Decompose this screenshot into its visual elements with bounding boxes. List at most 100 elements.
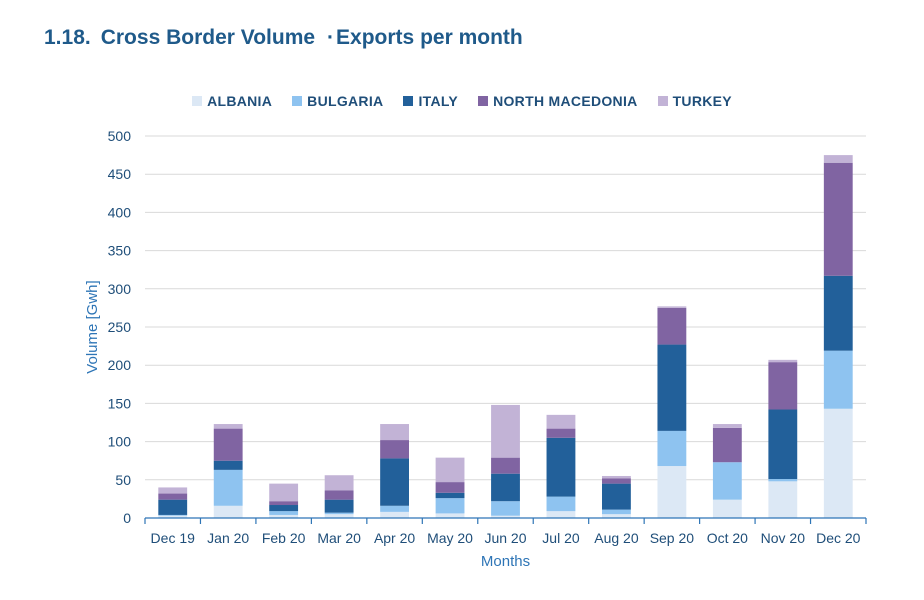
y-tick-label: 350: [108, 243, 132, 259]
bar-segment-north-macedonia: [269, 501, 299, 506]
bar-segment-albania: [324, 514, 354, 518]
bar-segment-turkey: [768, 359, 798, 363]
legend-item: TURKEY: [657, 93, 732, 109]
bar-segment-bulgaria: [435, 498, 465, 514]
bar-segment-italy: [158, 499, 188, 515]
bar-segment-north-macedonia: [158, 493, 188, 500]
bar-segment-north-macedonia: [213, 428, 243, 461]
legend-swatch: [478, 96, 489, 106]
bar-segment-bulgaria: [380, 505, 409, 512]
y-tick-label: 0: [123, 510, 131, 526]
title-separator: ·: [327, 26, 335, 49]
x-tick-label: Oct 20: [707, 530, 748, 546]
bar-segment-italy: [213, 460, 243, 470]
bar-segment-bulgaria: [712, 462, 742, 500]
bar-segment-albania: [657, 466, 687, 518]
x-axis-title: Months: [481, 553, 530, 570]
legend-label: ALBANIA: [207, 93, 273, 109]
title-main: Cross Border Volume: [100, 26, 316, 49]
section-number: 1.18.: [44, 26, 91, 49]
y-tick-label: 500: [108, 128, 132, 144]
bar-segment-albania: [491, 515, 520, 518]
x-tick-label: Dec 19: [151, 530, 196, 546]
x-tick-label: Sep 20: [650, 530, 695, 546]
bar-segment-bulgaria: [657, 430, 687, 467]
bar-segment-albania: [768, 481, 798, 518]
x-tick-label: Apr 20: [374, 530, 415, 546]
legend-item: ALBANIA: [192, 93, 272, 109]
bar-segment-italy: [823, 275, 853, 351]
y-tick-label: 100: [108, 434, 132, 450]
bar-segment-albania: [712, 499, 742, 518]
bar-segment-italy: [546, 437, 576, 497]
y-tick-label: 300: [108, 281, 132, 297]
legend-label: ITALY: [418, 93, 459, 109]
bar-segment-north-macedonia: [546, 428, 576, 438]
legend-label: BULGARIA: [307, 93, 384, 109]
bar-segment-albania: [213, 505, 243, 518]
y-axis-title: Volume [Gwh]: [84, 280, 101, 373]
bar-segment-turkey: [158, 487, 188, 494]
bar-segment-turkey: [269, 483, 299, 502]
bar-segment-bulgaria: [213, 469, 243, 506]
y-tick-label: 450: [108, 166, 132, 182]
bar-segment-bulgaria: [491, 501, 520, 516]
x-tick-label: Jun 20: [484, 530, 526, 546]
bar-segment-albania: [158, 515, 188, 518]
bar-segment-north-macedonia: [657, 307, 687, 345]
bar-segment-italy: [269, 505, 299, 512]
legend-label: NORTH MACEDONIA: [493, 93, 638, 109]
bar-segment-north-macedonia: [435, 482, 465, 493]
bar-segment-turkey: [213, 424, 243, 429]
y-tick-label: 200: [108, 357, 132, 373]
bar-segment-turkey: [657, 306, 687, 308]
bar-segment-bulgaria: [546, 496, 576, 512]
bar-segment-italy: [380, 458, 409, 506]
bar-segment-bulgaria: [823, 350, 853, 409]
bar-segment-italy: [324, 499, 354, 513]
bar-segment-bulgaria: [324, 512, 354, 515]
x-tick-label: Dec 20: [816, 530, 861, 546]
bar-segment-north-macedonia: [768, 362, 798, 410]
x-tick-label: Aug 20: [594, 530, 639, 546]
bar-segment-turkey: [324, 475, 354, 491]
x-tick-label: May 20: [427, 530, 473, 546]
bar-segment-albania: [602, 514, 631, 518]
x-tick-label: Nov 20: [761, 530, 806, 546]
bar-segment-north-macedonia: [823, 162, 853, 276]
x-tick-label: Mar 20: [317, 530, 361, 546]
bar-segment-bulgaria: [768, 479, 798, 482]
y-tick-label: 400: [108, 204, 132, 220]
bar-segment-albania: [269, 514, 299, 518]
bar-segment-north-macedonia: [602, 478, 631, 484]
chart-legend: ALBANIA BULGARIA ITALY NORTH MACEDONIA TURKE…: [0, 93, 924, 109]
x-tick-label: Feb 20: [262, 530, 306, 546]
legend-item: ITALY: [403, 93, 458, 109]
legend-swatch: [292, 96, 303, 106]
bar-segment-north-macedonia: [491, 457, 520, 474]
bar-segment-albania: [435, 513, 465, 518]
page-title: 1.18. Cross Border Volume ·Exports per mon…: [44, 26, 523, 50]
bar-segment-italy: [768, 409, 798, 480]
bar-segment-albania: [380, 511, 409, 518]
bar-segment-north-macedonia: [712, 427, 742, 463]
y-tick-label: 150: [108, 395, 132, 411]
x-tick-label: Jan 20: [207, 530, 249, 546]
bar-segment-albania: [823, 408, 853, 518]
bar-segment-turkey: [823, 155, 853, 163]
bar-segment-turkey: [602, 475, 631, 479]
legend-swatch: [192, 96, 203, 106]
legend-swatch: [657, 96, 668, 106]
bar-segment-italy: [657, 344, 687, 431]
y-tick-label: 250: [108, 319, 132, 335]
bar-segment-turkey: [435, 457, 465, 483]
bar-segment-turkey: [546, 414, 576, 429]
title-sub: Exports per month: [336, 26, 523, 49]
bar-segment-bulgaria: [158, 514, 188, 516]
bar-segment-turkey: [380, 424, 409, 441]
bar-segment-turkey: [491, 404, 520, 458]
bar-segment-bulgaria: [269, 511, 299, 515]
bar-segment-turkey: [712, 424, 742, 428]
bar-segment-bulgaria: [602, 509, 631, 515]
